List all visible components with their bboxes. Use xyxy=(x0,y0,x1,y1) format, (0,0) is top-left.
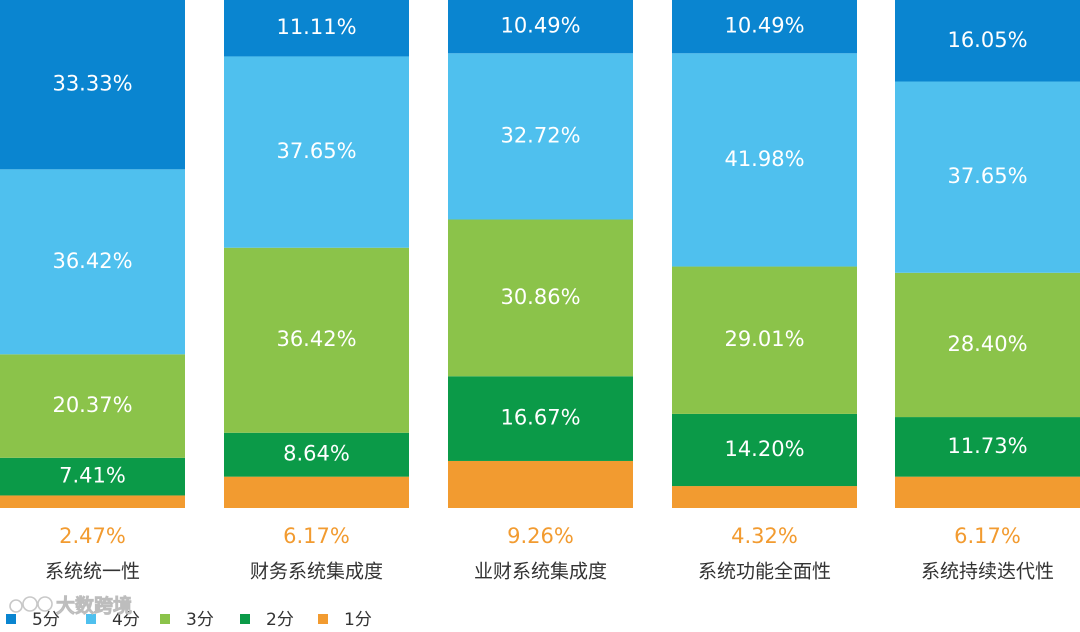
data-label: 8.64% xyxy=(283,442,350,466)
category-label: 财务系统集成度 xyxy=(250,561,383,583)
data-label: 7.41% xyxy=(59,464,126,488)
legend-item: 5分 xyxy=(6,610,60,630)
legend-swatch xyxy=(240,614,250,624)
category-label: 系统持续迭代性 xyxy=(921,561,1054,583)
data-label: 33.33% xyxy=(52,72,132,96)
bar-segment xyxy=(224,0,409,57)
legend-item: 2分 xyxy=(240,610,294,630)
data-label: 16.05% xyxy=(947,28,1027,52)
bar-segment xyxy=(448,53,633,220)
data-label: 11.73% xyxy=(947,434,1027,458)
watermark-logo-icon xyxy=(9,596,53,613)
data-label: 29.01% xyxy=(724,327,804,351)
bottom-value-labels: 2.47% 6.17% 9.26% 4.32% 6.17% xyxy=(59,524,1021,548)
legend-label: 3分 xyxy=(186,610,214,630)
watermark: 大数跨境 xyxy=(9,594,132,617)
bar-segment xyxy=(224,476,409,508)
bar-segment xyxy=(672,0,857,54)
bar-segment xyxy=(895,0,1080,82)
data-label: 20.37% xyxy=(52,393,132,417)
data-label: 32.72% xyxy=(500,123,580,147)
bar-segment xyxy=(448,460,633,508)
bar-segment xyxy=(448,376,633,461)
bar-segment xyxy=(895,417,1080,477)
bar-segment xyxy=(448,219,633,377)
bar-segment xyxy=(224,56,409,248)
bar-segment xyxy=(0,457,185,496)
data-label: 6.17% xyxy=(283,524,350,548)
data-label: 30.86% xyxy=(500,285,580,309)
bar-segment xyxy=(672,486,857,508)
legend-label: 4分 xyxy=(112,610,140,630)
legend-swatch xyxy=(86,614,96,624)
bar-area: 7.41% 20.37% 36.42% 33.33% 8.64% 36.42% 37.65%… xyxy=(0,0,1080,508)
bar-segment xyxy=(895,81,1080,273)
bar-segment xyxy=(0,169,185,355)
data-label: 36.42% xyxy=(52,249,132,273)
data-label: 41.98% xyxy=(724,147,804,171)
bar-segment xyxy=(224,432,409,477)
bar-segment xyxy=(895,476,1080,508)
category-label: 业财系统集成度 xyxy=(474,561,607,583)
category-label: 系统统一性 xyxy=(45,561,140,583)
bar-segment xyxy=(0,495,185,508)
legend-item: 3分 xyxy=(160,610,214,630)
bar-segment xyxy=(0,354,185,458)
data-label: 16.67% xyxy=(500,406,580,430)
category-labels: 系统统一性 财务系统集成度 业财系统集成度 系统功能全面性 系统持续迭代性 xyxy=(45,561,1054,583)
category-label: 系统功能全面性 xyxy=(698,561,831,583)
data-label: 10.49% xyxy=(724,14,804,38)
bar-segment xyxy=(224,247,409,433)
legend-item: 4分 xyxy=(86,610,140,630)
bar-segment xyxy=(672,413,857,487)
legend-item: 1分 xyxy=(318,610,372,630)
legend-label: 5分 xyxy=(32,610,60,630)
legend: 5分 4分 3分 2分 1分 xyxy=(6,610,372,630)
bar-segment xyxy=(448,0,633,54)
data-label: 4.32% xyxy=(731,524,798,548)
legend-label: 1分 xyxy=(344,610,372,630)
legend-swatch xyxy=(6,614,16,624)
legend-swatch xyxy=(160,614,170,624)
data-label: 14.20% xyxy=(724,437,804,461)
bar-segment xyxy=(0,0,185,170)
data-label: 10.49% xyxy=(500,14,580,38)
data-label: 36.42% xyxy=(276,327,356,351)
data-label: 37.65% xyxy=(947,164,1027,188)
data-label: 2.47% xyxy=(59,524,126,548)
data-label: 9.26% xyxy=(507,524,574,548)
data-label: 11.11% xyxy=(276,15,356,39)
bar-segment xyxy=(672,53,857,267)
bar-segment xyxy=(672,266,857,414)
data-label: 37.65% xyxy=(276,139,356,163)
legend-label: 2分 xyxy=(266,610,294,630)
bar-segment xyxy=(895,272,1080,418)
watermark-text: 大数跨境 xyxy=(56,594,132,617)
data-label: 6.17% xyxy=(954,524,1021,548)
data-label: 28.40% xyxy=(947,332,1027,356)
legend-swatch xyxy=(318,614,328,624)
